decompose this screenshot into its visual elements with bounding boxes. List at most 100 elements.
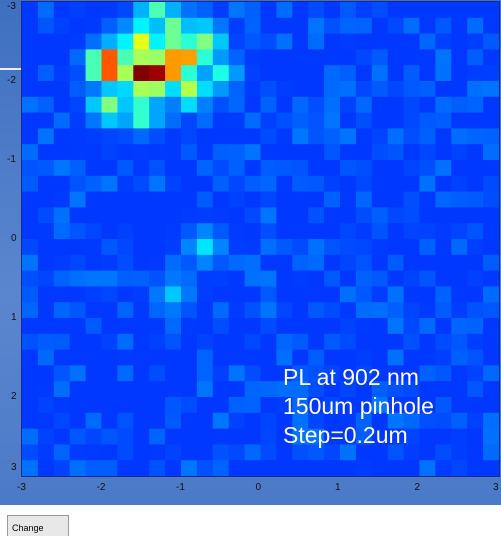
heatmap-cell: [244, 128, 262, 145]
heatmap-cell: [292, 254, 309, 272]
heatmap-cell: [244, 175, 262, 193]
heatmap-cell: [69, 397, 87, 414]
heatmap-cell: [371, 112, 389, 129]
heatmap-cell: [435, 17, 452, 35]
heatmap-cell: [387, 318, 405, 335]
heatmap-cell: [387, 381, 405, 398]
heatmap-cell: [260, 96, 277, 114]
heatmap-cell: [69, 65, 87, 82]
heatmap-cell: [85, 128, 103, 145]
change-button[interactable]: Change: [7, 515, 69, 536]
heatmap-cell: [467, 412, 484, 430]
heatmap-cell: [228, 128, 246, 145]
heatmap-cell: [371, 81, 389, 98]
heatmap-cell: [340, 96, 357, 114]
x-tick-label: 1: [335, 482, 341, 493]
heatmap-cell: [355, 349, 373, 366]
heatmap-cell: [101, 223, 118, 240]
heatmap-cell: [387, 17, 405, 35]
heatmap-cell: [435, 428, 452, 445]
heatmap-cell: [22, 2, 39, 19]
x-tick-label: 0: [255, 482, 262, 493]
heatmap-cell: [467, 428, 484, 445]
annotation-line-step: Step=0.2um: [283, 422, 408, 448]
heatmap-cell: [181, 191, 198, 208]
heatmap-cell: [308, 381, 325, 398]
heatmap-cell: [435, 318, 452, 335]
heatmap-cell: [149, 302, 166, 319]
heatmap-cell: [292, 428, 309, 445]
heatmap-cell: [101, 81, 118, 98]
heatmap-cell: [355, 444, 373, 461]
heatmap-cell: [133, 254, 150, 272]
heatmap-cell: [117, 81, 134, 98]
heatmap-cell: [22, 223, 39, 240]
heatmap-cell: [149, 254, 166, 272]
heatmap-cell: [165, 254, 182, 272]
heatmap-cell: [340, 112, 357, 129]
heatmap-cell: [419, 207, 436, 224]
heatmap-cell: [117, 318, 134, 335]
heatmap-cell: [308, 160, 325, 177]
heatmap-cell: [37, 128, 55, 145]
heatmap-cell: [435, 254, 452, 272]
heatmap-cell: [133, 207, 150, 224]
heatmap-cell: [85, 333, 103, 351]
heatmap-cell: [22, 207, 39, 224]
heatmap-cell: [22, 128, 39, 145]
heatmap-cell: [371, 381, 389, 398]
heatmap-cell: [196, 191, 214, 208]
heatmap-cell: [133, 33, 150, 50]
heatmap-cell: [292, 160, 309, 177]
heatmap-cell: [260, 397, 277, 414]
heatmap-cell: [292, 318, 309, 335]
heatmap-cell: [133, 128, 150, 145]
heatmap-cell: [212, 96, 230, 114]
heatmap-cell: [292, 207, 309, 224]
heatmap-cell: [69, 286, 87, 303]
heatmap-cell: [228, 444, 246, 461]
heatmap-cell: [196, 144, 214, 161]
heatmap-cell: [324, 397, 341, 414]
heatmap-cell: [276, 33, 293, 50]
heatmap-cell: [419, 81, 436, 98]
y-tick-label: 3: [11, 462, 17, 473]
heatmap-cell: [165, 397, 182, 414]
heatmap-cell: [149, 175, 166, 193]
heatmap-cell: [340, 223, 357, 240]
heatmap-cell: [435, 286, 452, 303]
heatmap-cell: [419, 333, 436, 351]
heatmap-cell: [276, 96, 293, 114]
heatmap-cell: [483, 381, 499, 398]
heatmap-cell: [324, 2, 341, 19]
heatmap-cell: [181, 444, 198, 461]
heatmap-cell: [165, 302, 182, 319]
heatmap-cell: [260, 239, 277, 256]
heatmap-cell: [419, 428, 436, 445]
heatmap-cell: [53, 65, 71, 82]
heatmap-cell: [181, 428, 198, 445]
heatmap-cell: [467, 17, 484, 35]
heatmap-cell: [37, 460, 55, 476]
heatmap-cell: [308, 49, 325, 66]
heatmap-cell: [212, 112, 230, 129]
heatmap-cell: [53, 286, 71, 303]
heatmap-cell: [419, 444, 436, 461]
heatmap-cell: [181, 96, 198, 114]
heatmap-cell: [117, 160, 134, 177]
heatmap-cell: [53, 96, 71, 114]
heatmap-cell: [371, 128, 389, 145]
heatmap-cell: [181, 349, 198, 366]
heatmap-cell: [387, 412, 405, 430]
heatmap-cell: [355, 2, 373, 19]
heatmap-cell: [133, 81, 150, 98]
heatmap-cell: [37, 381, 55, 398]
heatmap-cell: [340, 2, 357, 19]
heatmap-cell: [435, 381, 452, 398]
heatmap-cell: [292, 49, 309, 66]
heatmap-cell: [276, 223, 293, 240]
heatmap-cell: [387, 444, 405, 461]
heatmap-cell: [37, 191, 55, 208]
heatmap-cell: [212, 17, 230, 35]
heatmap-cell: [85, 81, 103, 98]
